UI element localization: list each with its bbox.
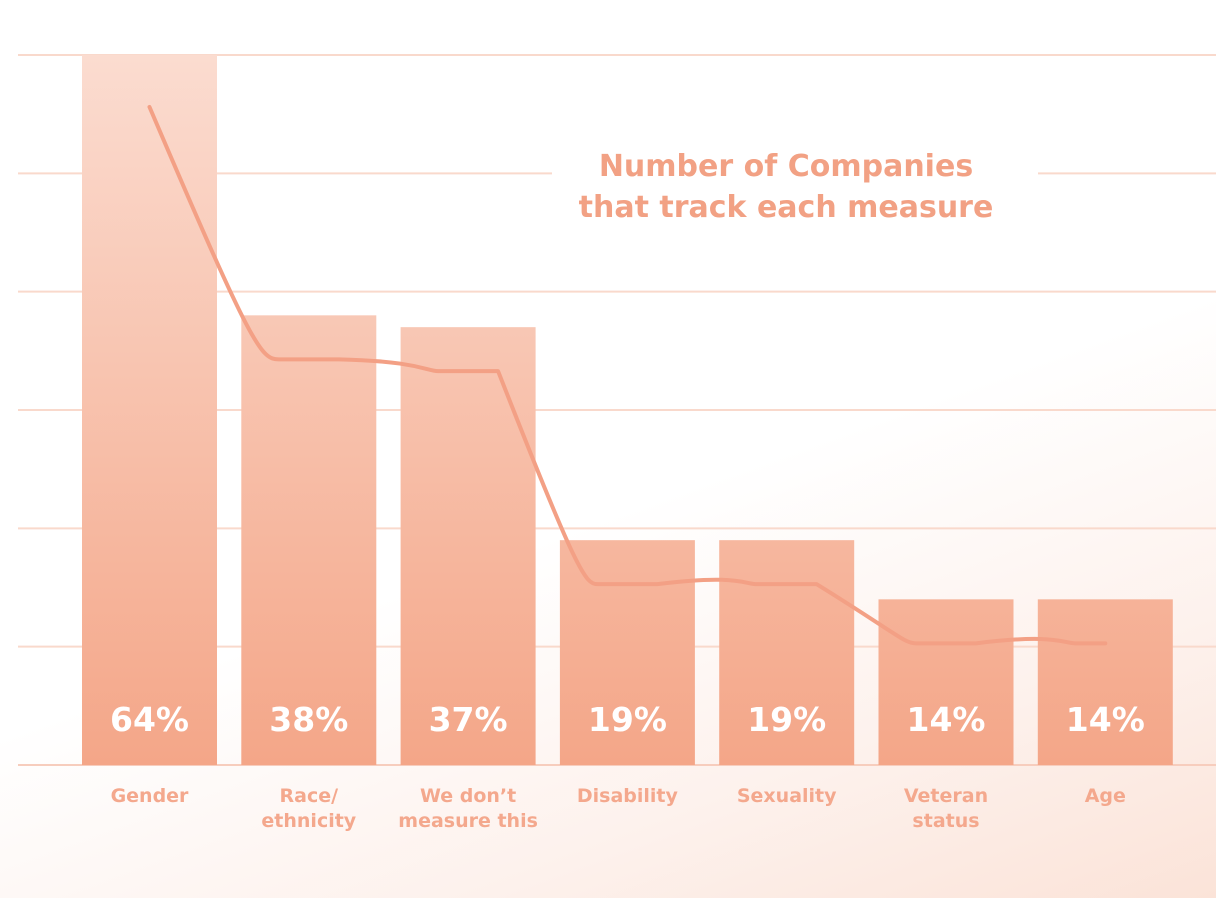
bar-value-label: 14% (1066, 700, 1145, 739)
category-axis: Gender Race/ethnicity We don’t measure this… (111, 785, 1126, 832)
bar (400, 327, 536, 765)
bar-value-label: 37% (429, 700, 508, 739)
chart-title: Number of Companies that track each measu… (579, 149, 994, 225)
bar (1037, 599, 1173, 765)
category-label: Veteran status (904, 785, 988, 832)
bar (241, 315, 377, 765)
trend-line (147, 105, 1108, 646)
category-label-line: Age (1085, 785, 1126, 807)
category-label: We don’t measure this (398, 785, 538, 832)
bar-layer (82, 55, 1173, 765)
bar (878, 599, 1014, 765)
bar (559, 540, 695, 765)
bar (82, 55, 217, 765)
category-label-line: Disability (577, 785, 679, 807)
category-label: Disability (577, 785, 679, 807)
bar-value-label: 14% (907, 700, 986, 739)
bar-value-label: 19% (588, 700, 667, 739)
category-label: Sexuality (737, 785, 837, 807)
category-label: Gender (111, 785, 189, 807)
category-label-line: status (912, 810, 979, 832)
category-label-line: measure this (398, 810, 538, 832)
category-label-line: We don’t (420, 785, 516, 807)
category-label: Race/ethnicity (261, 785, 356, 832)
category-label: Age (1085, 785, 1126, 807)
category-label-line: Veteran (904, 785, 988, 807)
category-label-line: Gender (111, 785, 189, 807)
value-label-layer: 64% 38% 37% 19% 19% 14% 14% (110, 700, 1145, 739)
category-label-line: Race/ (280, 785, 339, 807)
bar-value-label: 19% (747, 700, 826, 739)
bar-value-label: 38% (269, 700, 348, 739)
category-label-line: Sexuality (737, 785, 837, 807)
chart-title-line: that track each measure (579, 190, 994, 225)
bar-value-label: 64% (110, 700, 189, 739)
category-label-line: ethnicity (261, 810, 356, 832)
bar (719, 540, 855, 765)
chart-title-line: Number of Companies (599, 149, 973, 184)
